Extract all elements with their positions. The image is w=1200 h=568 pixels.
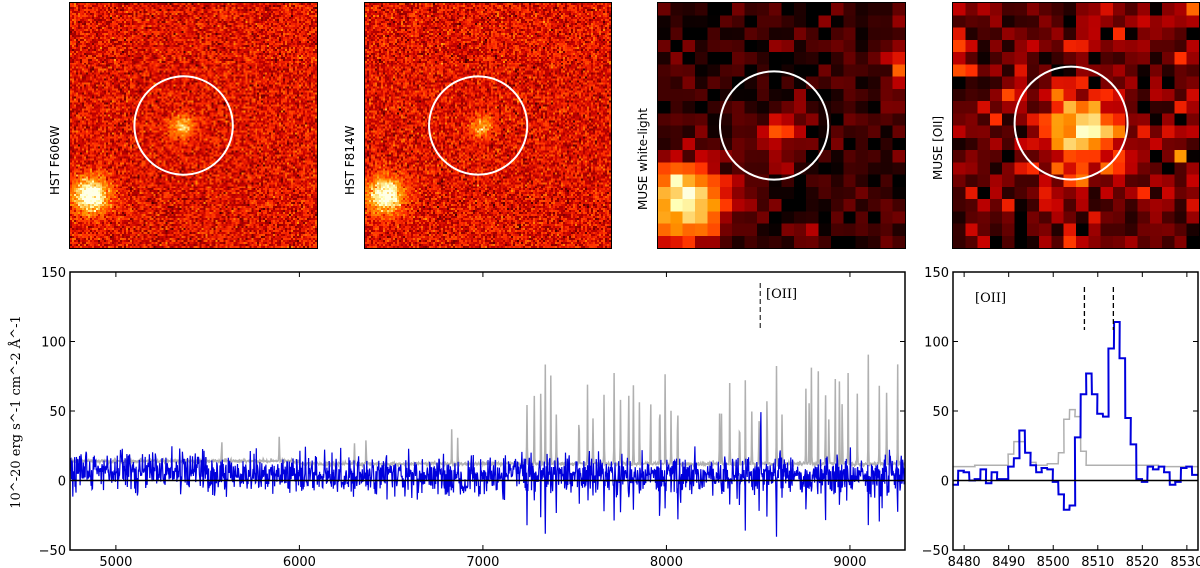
x-tick-label: 8000 bbox=[650, 555, 683, 568]
oii-zoom-plot: 8480 8490 8500 8510 8520 8530 150 100 50 0 −50 bbox=[922, 266, 1200, 568]
x-tick-label: 7000 bbox=[466, 555, 499, 568]
y-tick-label: 50 bbox=[49, 405, 66, 420]
y-tick-label: 50 bbox=[932, 405, 949, 420]
y-tick-label: −50 bbox=[922, 544, 949, 559]
object-spectrum-step bbox=[952, 321, 1198, 511]
y-tick-label: 150 bbox=[41, 266, 66, 281]
x-tick-label: 5000 bbox=[99, 555, 132, 568]
y-tick-label: −50 bbox=[39, 544, 66, 559]
x-tick-label: 8490 bbox=[992, 555, 1025, 568]
sky-spectrum-line bbox=[70, 354, 905, 469]
x-tick-label: 6000 bbox=[283, 555, 316, 568]
object-spectrum-line bbox=[70, 412, 905, 537]
x-tick-label: 8520 bbox=[1126, 555, 1159, 568]
aperture-circle bbox=[428, 75, 529, 176]
y-axis-label: 10^-20 erg s^-1 cm^-2 Å^-1 bbox=[8, 315, 24, 508]
aperture-circle bbox=[133, 75, 234, 176]
y-tick-label: 0 bbox=[58, 475, 66, 490]
x-tick-label: 8510 bbox=[1081, 555, 1114, 568]
y-tick-label: 100 bbox=[924, 336, 949, 351]
x-tick-label: 8500 bbox=[1037, 555, 1070, 568]
x-tick-label: 8480 bbox=[948, 555, 981, 568]
y-tick-label: 0 bbox=[941, 475, 949, 490]
aperture-circle bbox=[718, 70, 830, 181]
y-tick-label: 100 bbox=[41, 336, 66, 351]
main-spectrum-plot: 5000 6000 7000 8000 9000 150 100 50 0 −50 bbox=[39, 266, 906, 568]
image-hst-f814w bbox=[364, 2, 612, 249]
image-hst-f606w bbox=[69, 2, 318, 249]
sky-spectrum-step bbox=[952, 408, 1198, 468]
plot-frame bbox=[952, 271, 1199, 551]
x-tick-label: 8530 bbox=[1170, 555, 1200, 568]
x-tick-label: 9000 bbox=[833, 555, 866, 568]
image-muse-white-light bbox=[657, 2, 906, 249]
oii-annotation-inset: [OII] bbox=[975, 291, 1006, 306]
aperture-circle bbox=[1013, 65, 1129, 181]
y-tick-label: 150 bbox=[924, 266, 949, 281]
plot-frame bbox=[69, 271, 906, 551]
oii-annotation: [OII] bbox=[766, 287, 797, 302]
